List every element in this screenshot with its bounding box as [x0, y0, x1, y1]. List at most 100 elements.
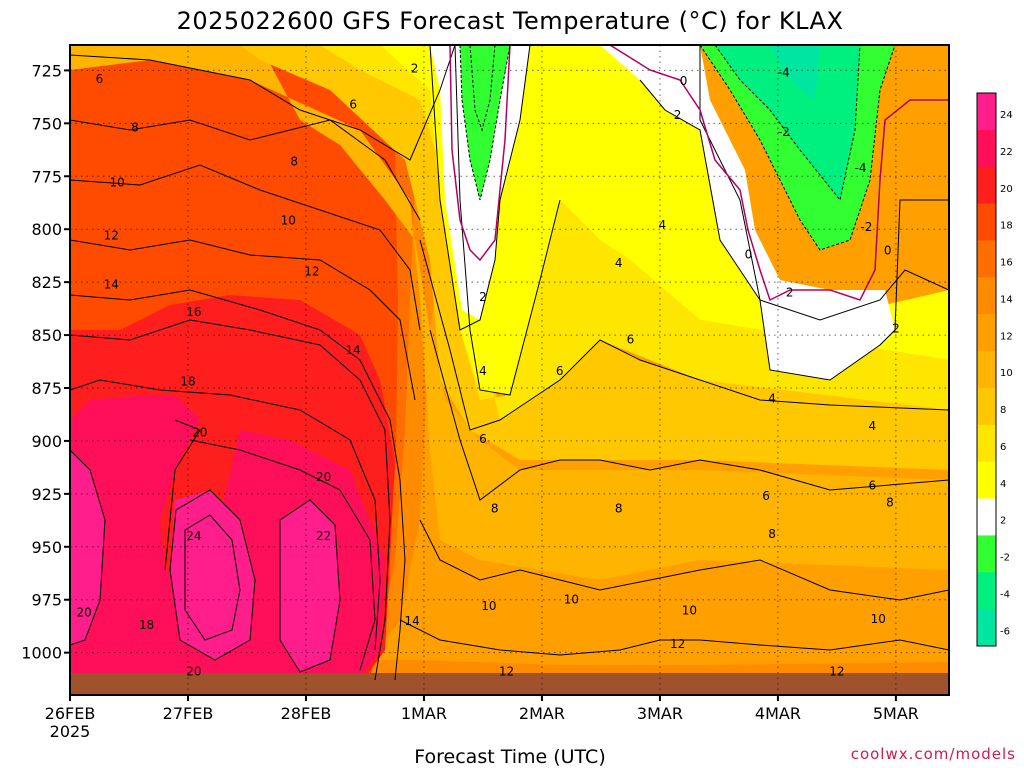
contour-label-22: 4 [479, 364, 487, 378]
contour-label-35: 10 [682, 603, 697, 617]
contour-labels: 6810121416182024201820222068101214142246… [77, 61, 900, 678]
colorbar-label-13: -4 [1000, 589, 1010, 600]
y-tick-label-825: 825 [31, 273, 62, 292]
contour-label-38: 8 [768, 527, 776, 541]
colorbar-label-5: 14 [1000, 294, 1013, 305]
contour-label-41: 0 [745, 248, 753, 262]
y-tick-label-950: 950 [31, 538, 62, 557]
y-axis: 725 750 775 800 825 850 875 900 925 950 975 1000 [21, 61, 70, 663]
colorbar-label-9: 6 [1000, 442, 1006, 453]
colorbar-swatch-5 [977, 277, 996, 315]
contour-label-28: 10 [564, 593, 579, 607]
colorbar-swatch-8 [977, 387, 996, 426]
x-axis-title: Forecast Time (UTC) [414, 746, 605, 768]
y-tick-label-900: 900 [31, 432, 62, 451]
contour-8-a [429, 329, 949, 501]
contour-label-4: 14 [104, 277, 119, 291]
contour-22 [169, 489, 256, 661]
contour-label-45: -2 [860, 220, 872, 234]
chart-title: 2025022600 GFS Forecast Temperature (°C)… [177, 7, 844, 35]
colorbar-label-12: -2 [1000, 553, 1010, 564]
contour-label-50: 8 [886, 495, 894, 509]
contour-22b [279, 499, 341, 673]
colorbar-swatch-1 [977, 129, 996, 168]
contour-label-21: 2 [479, 290, 487, 304]
plot-fill [70, 45, 949, 695]
colorbar-label-1: 22 [1000, 147, 1013, 158]
contour-18 [70, 379, 381, 651]
contour-neg2-left [459, 45, 511, 201]
contour-12 [70, 239, 416, 401]
contour-label-7: 20 [192, 425, 207, 439]
contour-16 [70, 319, 391, 681]
x-tick-label-1MAR: 1MAR [401, 704, 447, 723]
contour-label-10: 18 [139, 618, 154, 632]
contour-label-20: 2 [411, 61, 419, 75]
y-tick-label-800: 800 [31, 220, 62, 239]
contour-label-49: 6 [868, 478, 876, 492]
colorbar-label-7: 10 [1000, 368, 1013, 379]
contour-label-1: 8 [131, 121, 139, 135]
contour-label-18: 14 [346, 343, 361, 357]
y-tick-label-750: 750 [31, 114, 62, 133]
y-tick-label-925: 925 [31, 485, 62, 504]
contour-label-14: 6 [349, 97, 357, 111]
colorbar-label-0: 24 [1000, 110, 1013, 121]
contour-label-27: 6 [556, 364, 564, 378]
fill-band-4 [380, 45, 949, 395]
contour-4-a [454, 45, 561, 396]
contour-neg4-right [714, 45, 861, 202]
x-tick-label-3MAR: 3MAR [637, 704, 683, 723]
x-tick-label-5MAR: 5MAR [873, 704, 919, 723]
contour-label-0: 6 [96, 72, 104, 86]
fill-band-22 [70, 450, 340, 672]
contour-8 [70, 119, 421, 221]
contour-label-40: 2 [786, 286, 794, 300]
contour-label-44: -4 [855, 161, 867, 175]
contour-label-13: 20 [316, 470, 331, 484]
contour-label-51: 10 [871, 612, 886, 626]
contour-24 [184, 514, 241, 641]
x-tick-label-28FEB: 28FEB [281, 704, 332, 723]
y-tick-label-1000: 1000 [21, 644, 62, 663]
contour-label-33: 2 [674, 108, 682, 122]
contour-label-2: 10 [110, 176, 125, 190]
colorbar-swatch-9 [977, 424, 996, 463]
contour-10 [70, 164, 421, 331]
colorbar-label-11: 2 [1000, 516, 1006, 527]
contour-label-43: -2 [778, 125, 790, 139]
contour-label-47: 2 [892, 322, 900, 336]
negative-contours [459, 45, 896, 251]
grid-lines [70, 45, 949, 695]
freezing-contours [449, 45, 949, 302]
contour-label-19: 14 [405, 614, 420, 628]
colorbar-swatch-14 [977, 609, 996, 647]
colorbar-label-10: 4 [1000, 479, 1006, 490]
colorbar-label-14: -6 [1000, 626, 1010, 637]
colorbar-label-6: 12 [1000, 331, 1013, 342]
colorbar: 24 22 20 18 16 14 12 10 8 6 4 2 -2 -4 -6 [976, 92, 1013, 647]
contour-label-31: 4 [615, 256, 623, 270]
plot-border [69, 44, 950, 696]
fill-band-neg4 [715, 45, 860, 200]
contour-label-34: 0 [680, 74, 688, 88]
credit-link[interactable]: coolwx.com/models [851, 745, 1016, 763]
contour-label-16: 10 [281, 214, 296, 228]
colorbar-label-8: 8 [1000, 405, 1006, 416]
x-tick-label-27FEB: 27FEB [163, 704, 214, 723]
y-tick-label-775: 775 [31, 167, 62, 186]
colorbar-swatch-10 [977, 461, 996, 500]
colorbar-swatch-2 [977, 166, 996, 205]
colorbar-swatch-3 [977, 203, 996, 241]
colorbar-swatch-6 [977, 314, 996, 352]
contour-2-left [429, 45, 531, 331]
y-tick-label-725: 725 [31, 61, 62, 80]
x-tick-label-26FEB: 26FEB [45, 704, 96, 723]
x-tick-label-4MAR: 4MAR [755, 704, 801, 723]
colorbar-label-2: 20 [1000, 184, 1013, 195]
contour-label-39: 4 [768, 392, 776, 406]
contour-label-23: 6 [479, 432, 487, 446]
contour-2-b [639, 79, 949, 381]
contour-10-a [419, 519, 949, 601]
